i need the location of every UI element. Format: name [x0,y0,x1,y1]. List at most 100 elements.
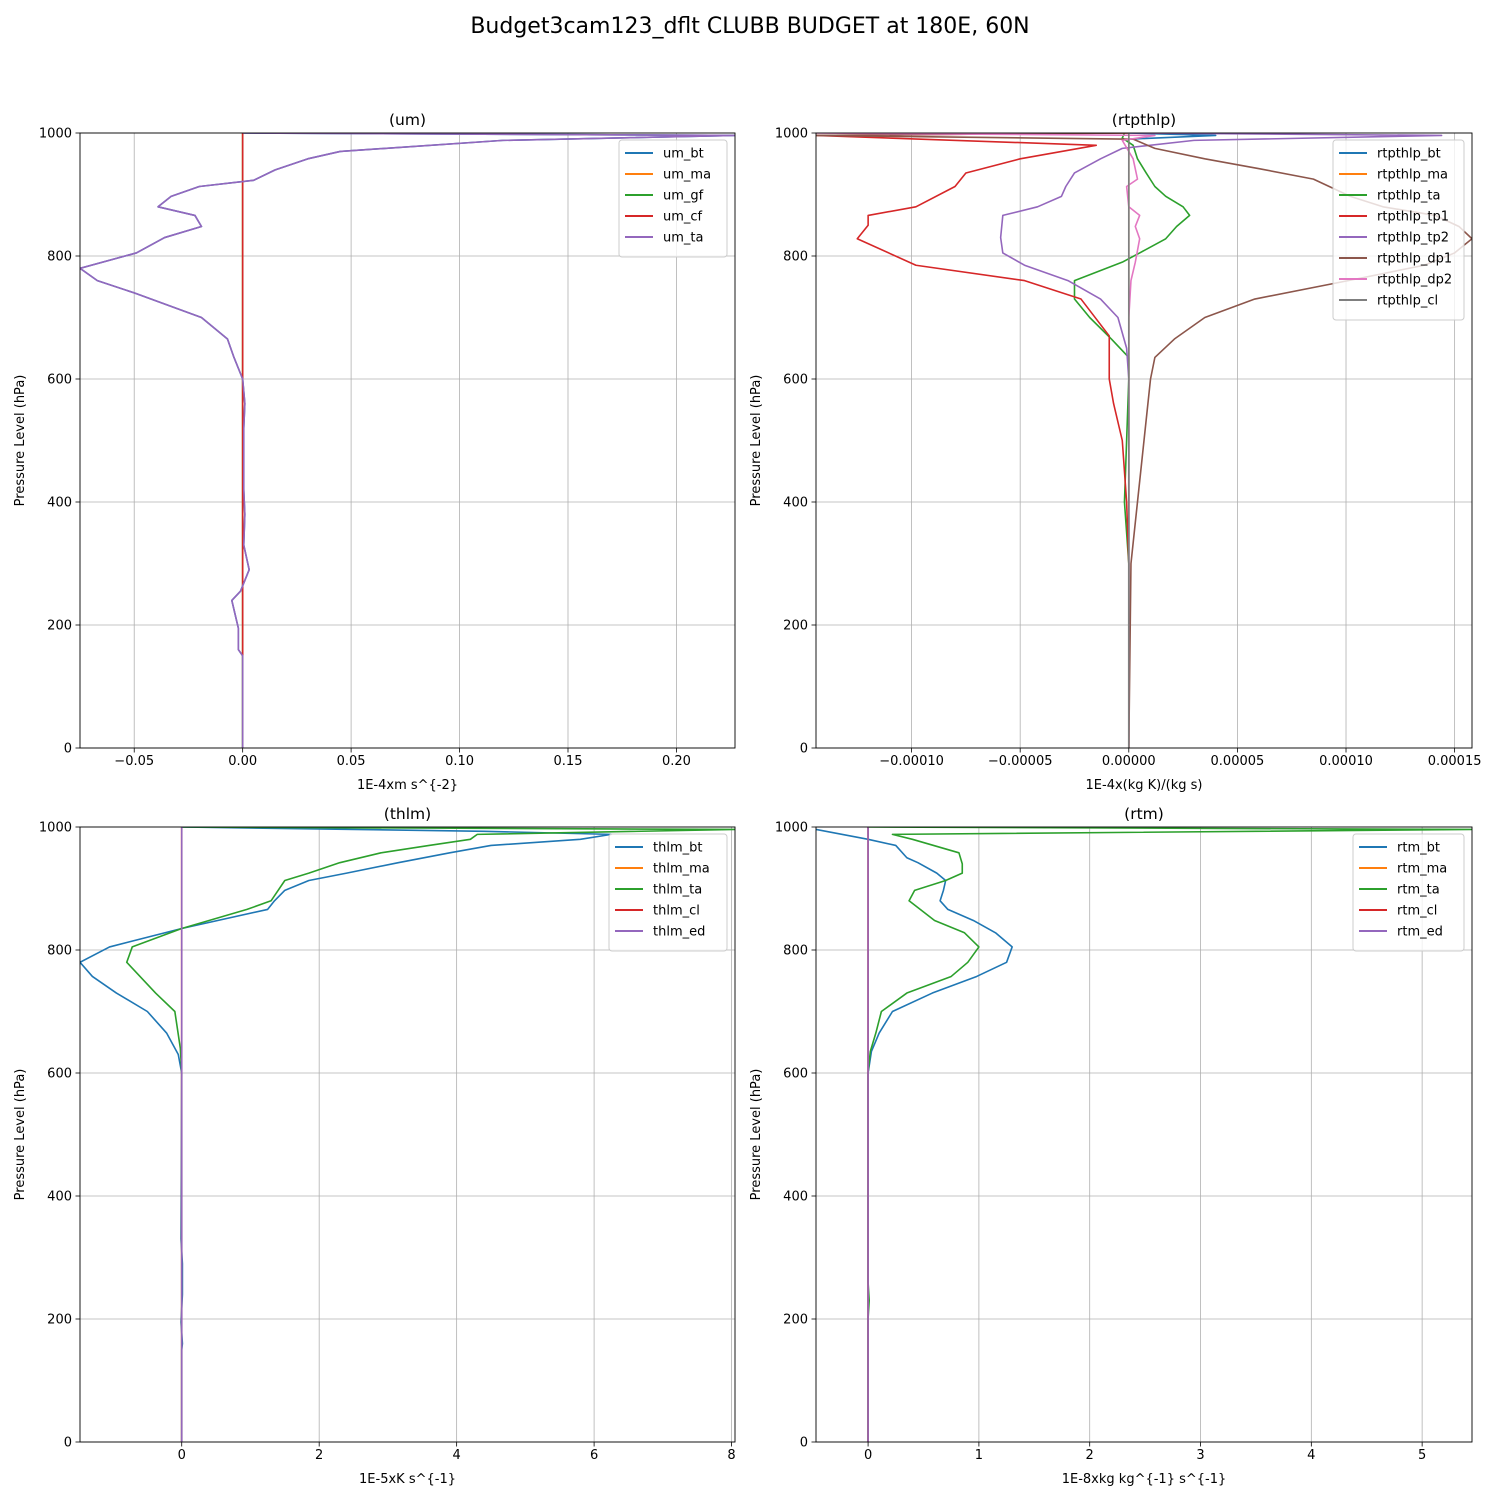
panel-title: (rtm) [1124,805,1164,823]
legend-label: rtpthlp_cl [1377,294,1438,309]
series-line-rtpthlp_tp2 [999,133,1443,748]
x-axis-label: 1E-4xm s^{-2} [357,778,458,793]
legend-label: thlm_cl [653,904,700,919]
panel-thlm: 0 2 4 6 8 0 200 400 600 800 1000 (thlm) 1E-5xK s^{-1… [13,805,736,1487]
legend-label: thlm_ed [653,925,705,940]
legend-label: rtpthlp_bt [1377,147,1441,162]
y-tick-label: 1000 [775,127,808,142]
y-tick-label: 800 [783,250,808,265]
y-tick-label: 400 [783,1190,808,1205]
x-axis-label: 1E-4x(kg K)/(kg s) [1086,778,1203,793]
panel-um: −0.05 0.00 0.05 0.10 0.15 0.20 0 200 400 600 800 10… [13,111,736,793]
y-axis-label: Pressure Level (hPa) [749,1069,764,1201]
y-tick-label: 400 [47,1190,72,1205]
legend: um_bt um_ma um_gf um_cf um_ta [618,139,728,258]
y-tick-label: 600 [47,373,72,388]
series-group [816,827,1472,1442]
x-tick-label: 0.05 [337,754,366,769]
legend-label: thlm_bt [653,841,702,856]
legend-label: rtpthlp_tp2 [1377,231,1449,246]
y-tick-label: 400 [783,496,808,511]
x-axis-label: 1E-5xK s^{-1} [359,1472,456,1487]
y-tick-label: 400 [47,496,72,511]
panel-rtm: 0 1 2 3 4 5 0 200 400 600 800 1000 (rtm) 1E-8xkg kg^{… [749,805,1473,1487]
series-line-um_ta [80,133,735,748]
x-tick-label: 0.00000 [1102,754,1156,769]
legend-label: rtpthlp_dp1 [1377,252,1452,267]
axes-frame [79,132,736,749]
y-tick-label: 200 [47,619,72,634]
y-tick-label: 1000 [39,821,72,836]
legend-label: rtm_ta [1397,883,1440,898]
y-tick-label: 0 [800,742,808,757]
legend-label: rtpthlp_tp1 [1377,210,1449,225]
y-tick-label: 0 [64,742,72,757]
series-line-rtpthlp_tp1 [816,133,1130,748]
legend-box [1332,139,1465,321]
series-line-rtm_bt [816,828,1013,1442]
x-tick-label: 0.00010 [1319,754,1373,769]
y-tick-label: 600 [783,373,808,388]
x-axis-label: 1E-8xkg kg^{-1} s^{-1} [1062,1472,1227,1487]
panel-title: (um) [389,111,426,129]
legend-label: um_gf [663,189,704,204]
x-tick-label: 0.00 [228,754,257,769]
x-tick-label: 0.00015 [1428,754,1482,769]
legend-box [1352,833,1465,952]
legend: thlm_bt thlm_ma thlm_ta thlm_cl thlm_ed [608,833,728,952]
x-tick-label: 2 [1086,1448,1094,1463]
y-axis-label: Pressure Level (hPa) [13,1069,28,1201]
y-axis-label: Pressure Level (hPa) [13,375,28,507]
legend-label: thlm_ta [653,883,702,898]
y-tick-label: 200 [47,1313,72,1328]
figure-title: Budget3cam123_dflt CLUBB BUDGET at 180E,… [470,14,1030,39]
legend-label: um_ma [663,168,711,183]
x-tick-label: 3 [1196,1448,1204,1463]
x-tick-label: 0 [178,1448,186,1463]
x-tick-label: −0.00010 [879,754,944,769]
y-tick-label: 0 [800,1436,808,1451]
y-axis-label: Pressure Level (hPa) [749,375,764,507]
legend-label: rtm_ma [1397,862,1447,877]
legend-label: rtpthlp_ma [1377,168,1448,183]
legend-label: rtpthlp_ta [1377,189,1440,204]
x-tick-label: 1 [975,1448,983,1463]
axes-frame [815,132,1473,749]
y-tick-label: 200 [783,619,808,634]
series-group [80,133,735,748]
y-tick-label: 800 [47,944,72,959]
legend-label: rtm_ed [1397,925,1443,940]
x-tick-label: 0.10 [445,754,474,769]
legend-label: rtpthlp_dp2 [1377,273,1452,288]
x-tick-label: 4 [453,1448,461,1463]
x-tick-label: 8 [727,1448,735,1463]
x-tick-label: 5 [1418,1448,1426,1463]
axes-frame [79,826,736,1443]
y-tick-label: 800 [47,250,72,265]
series-group [80,827,735,1442]
x-tick-label: −0.00005 [988,754,1053,769]
y-tick-label: 1000 [39,127,72,142]
series-line-thlm_ta [125,827,735,1442]
series-line-rtpthlp_dp2 [816,133,1156,748]
x-tick-label: 4 [1307,1448,1315,1463]
y-tick-label: 0 [64,1436,72,1451]
panel-rtpthlp: −0.00010 −0.00005 0.00000 0.00005 0.00010 0.0… [749,111,1482,793]
legend-box [608,833,728,952]
x-tick-label: 0.15 [554,754,583,769]
y-tick-label: 800 [783,944,808,959]
legend: rtm_bt rtm_ma rtm_ta rtm_cl rtm_ed [1352,833,1465,952]
legend-label: rtm_bt [1397,841,1440,856]
legend-label: um_bt [663,147,704,162]
x-tick-label: 2 [315,1448,323,1463]
legend-box [618,139,728,258]
x-tick-label: 0.20 [662,754,691,769]
y-tick-label: 600 [783,1067,808,1082]
x-tick-label: 0 [864,1448,872,1463]
legend-label: um_cf [663,210,703,225]
panel-title: (rtpthlp) [1112,111,1176,129]
x-tick-label: 0.00005 [1211,754,1265,769]
axes-frame [815,826,1473,1443]
legend-label: thlm_ma [653,862,710,877]
